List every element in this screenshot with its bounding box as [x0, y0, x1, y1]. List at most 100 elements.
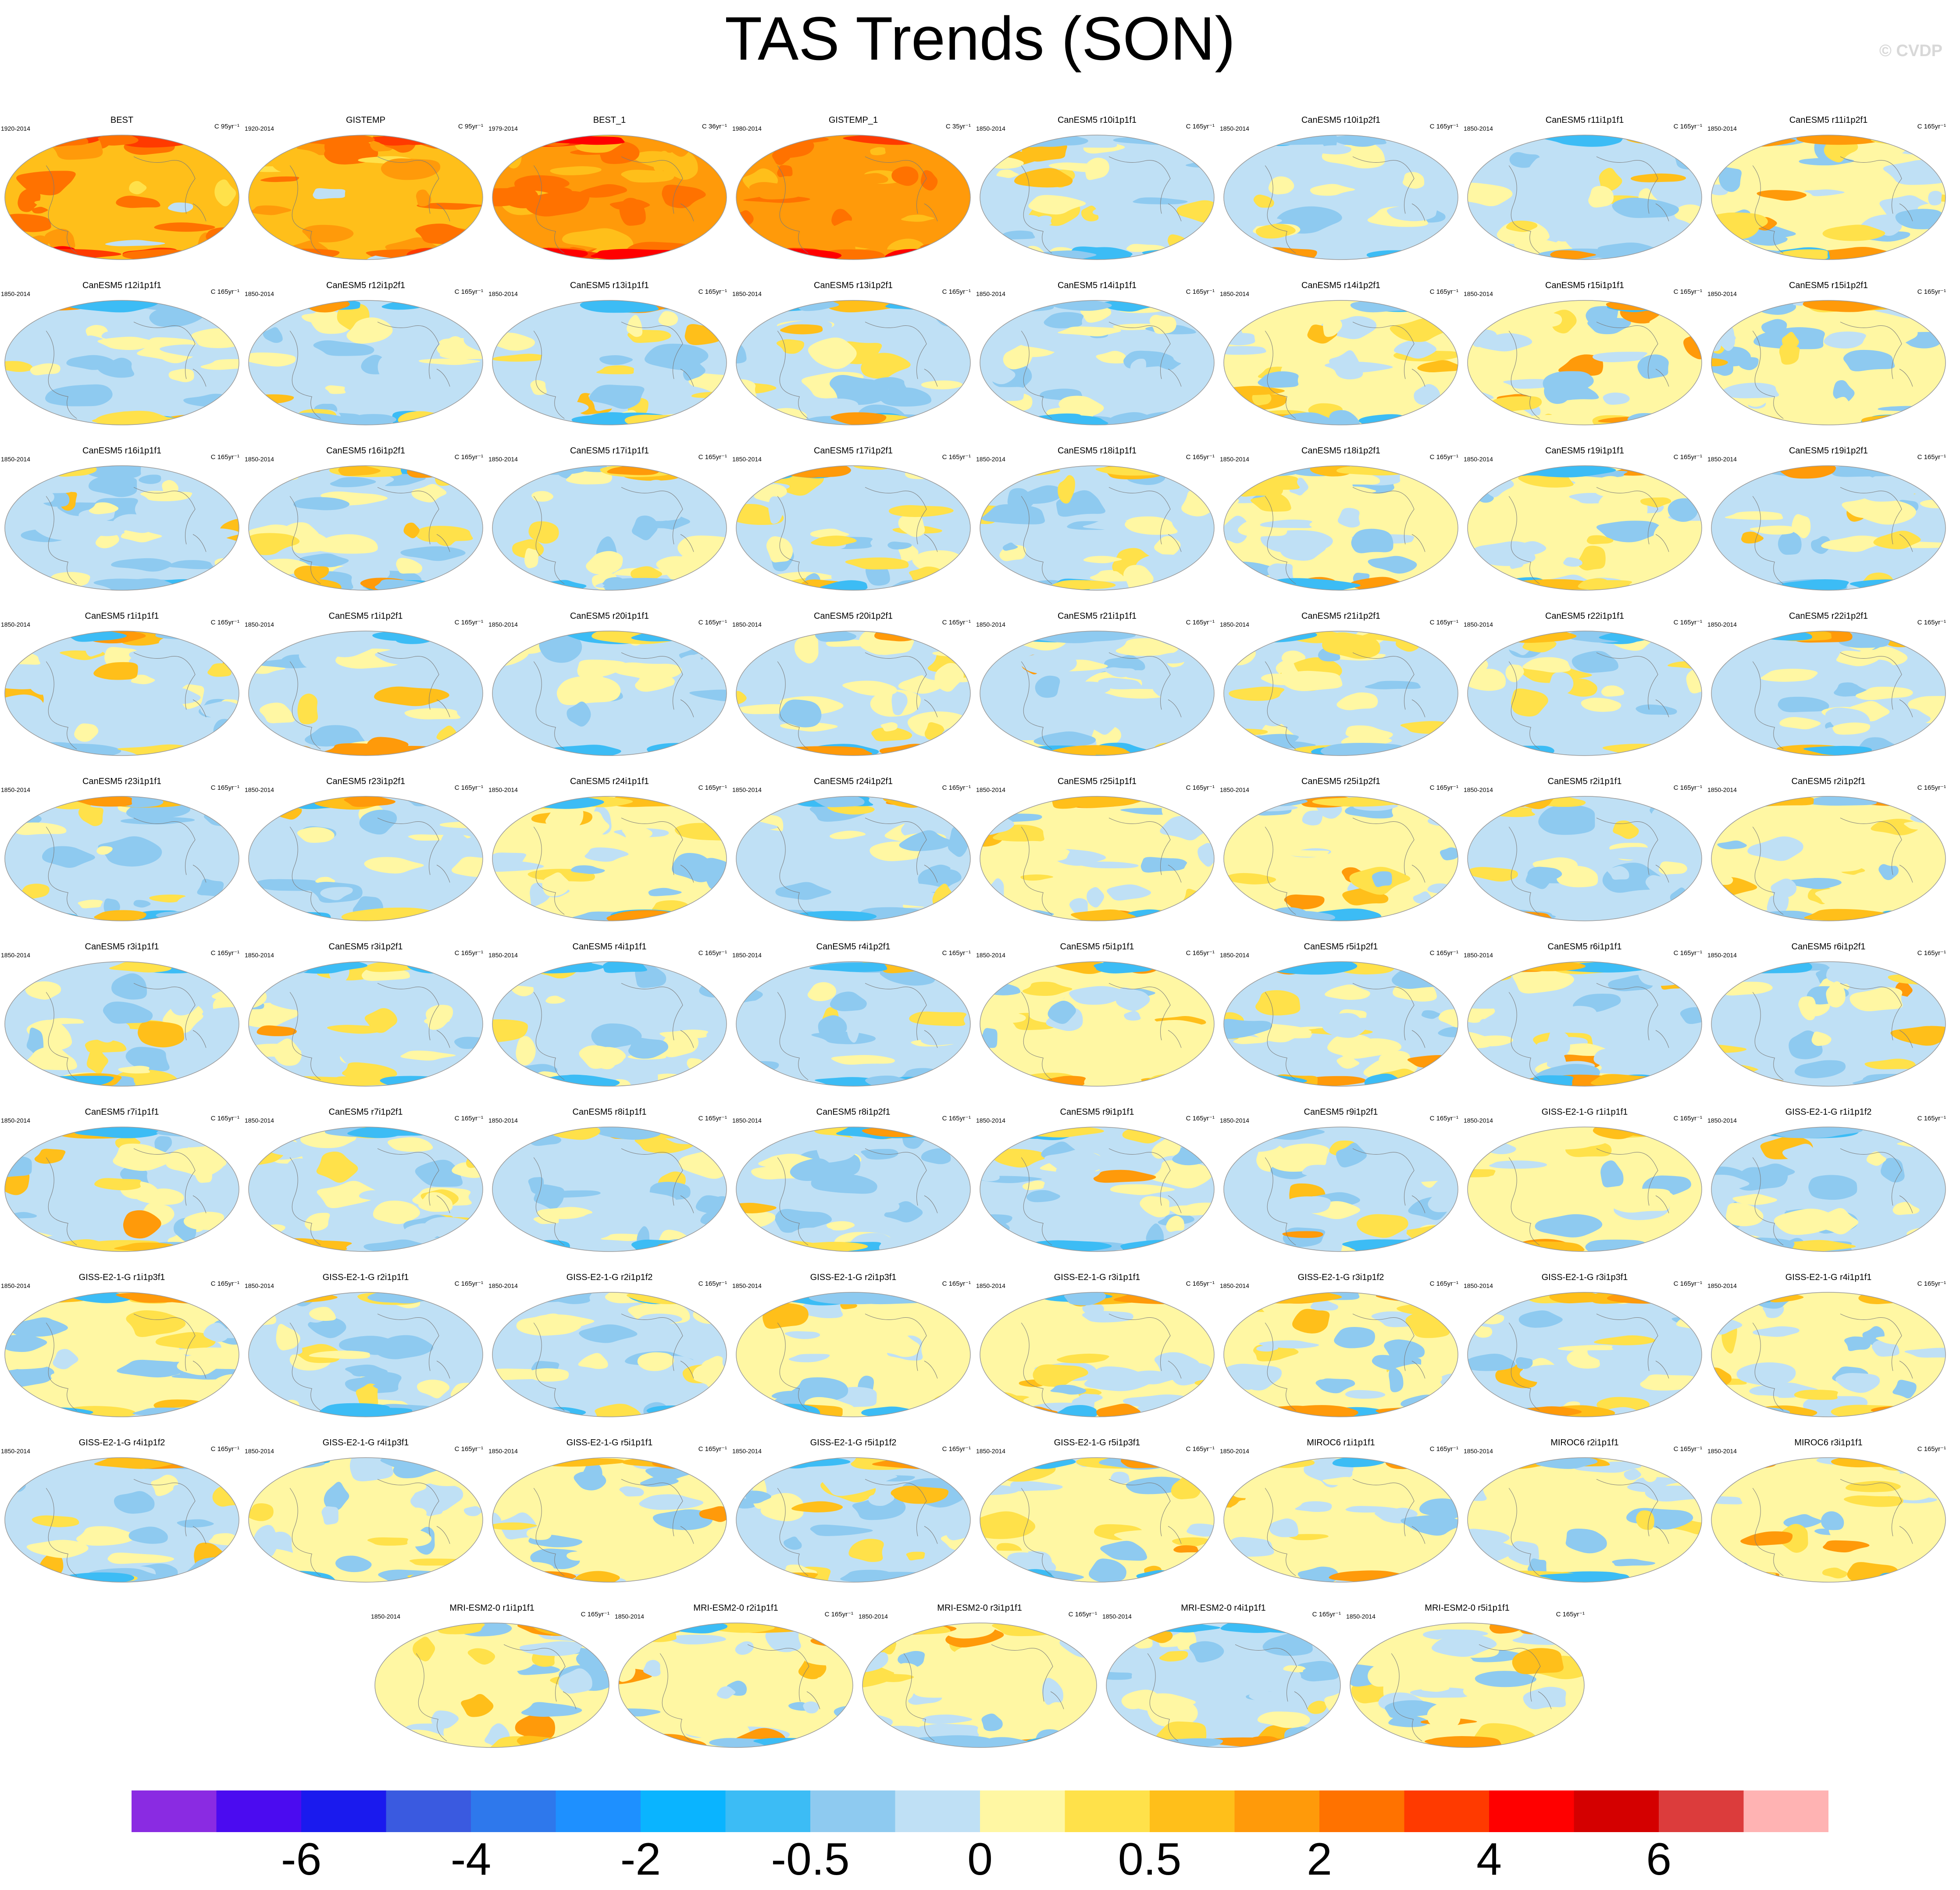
trend-contour	[447, 796, 483, 813]
map-outline	[980, 1292, 1215, 1417]
panel-period: 1850-2014	[245, 456, 274, 463]
map-panel: MRI-ESM2-0 r1i1p1f1 1850-2014 C 165yr⁻¹	[370, 1600, 614, 1758]
polar-contour	[1881, 745, 1946, 756]
trend-contour	[56, 209, 104, 226]
trend-contour	[990, 1148, 1050, 1168]
map-panel: CanESM5 r11i1p1f1 1850-2014 C 165yr⁻¹	[1463, 112, 1707, 270]
trend-contour	[1855, 686, 1913, 700]
trend-contour	[107, 1552, 174, 1564]
panel-period: 1850-2014	[1707, 1117, 1737, 1124]
panel-period: 1850-2014	[488, 786, 518, 793]
trend-contour	[904, 1180, 950, 1195]
panel-period: 1850-2014	[1220, 621, 1249, 628]
colorbar-segment	[641, 1790, 726, 1832]
trend-map	[980, 465, 1215, 591]
trend-contour	[906, 1551, 925, 1561]
panel-period: 1850-2014	[1220, 1117, 1249, 1124]
trend-contour	[1058, 1210, 1099, 1236]
trend-contour	[315, 877, 335, 884]
trend-contour	[1056, 1353, 1109, 1363]
coastline	[1752, 321, 1913, 419]
trend-contour	[1907, 913, 1938, 921]
trend-contour	[492, 745, 545, 756]
trend-contour	[980, 1022, 1017, 1030]
trend-contour	[752, 1033, 808, 1051]
trend-contour	[118, 1066, 150, 1074]
trend-contour	[1923, 1016, 1942, 1026]
polar-contour	[5, 579, 62, 590]
trend-contour	[1224, 1511, 1253, 1530]
polar-contour	[410, 1572, 474, 1582]
panel-title: GISS-E2-1-G r1i1p1f1	[1541, 1107, 1628, 1117]
trend-contour	[301, 312, 336, 325]
trend-contour	[1164, 1189, 1186, 1201]
coastline	[1752, 1479, 1913, 1576]
coastline	[1021, 1313, 1182, 1411]
trend-contour	[833, 1333, 877, 1357]
trend-contour	[492, 1019, 528, 1043]
trend-contour	[345, 1364, 388, 1377]
trend-contour	[25, 1564, 43, 1575]
map-panel: GISTEMP_1 1980-2014 C 35yr⁻¹	[731, 112, 975, 270]
trend-contour	[435, 467, 473, 486]
panel-units: C 165yr⁻¹	[1673, 1445, 1702, 1453]
trend-contour	[1197, 843, 1214, 867]
trend-contour	[658, 311, 678, 326]
trend-contour	[702, 902, 727, 921]
panel-title: MIROC6 r3i1p1f1	[1794, 1438, 1863, 1448]
colorbar-segment	[132, 1790, 217, 1832]
trend-contour	[1564, 1006, 1597, 1027]
coastline	[1265, 652, 1425, 749]
trend-contour	[1224, 740, 1247, 756]
trend-contour	[401, 421, 456, 425]
polar-contour	[751, 631, 788, 643]
trend-contour	[698, 300, 713, 319]
trend-contour	[980, 407, 1003, 421]
trend-contour	[1238, 1200, 1258, 1222]
trend-contour	[259, 410, 275, 418]
trend-contour	[1427, 1292, 1458, 1310]
map-outline	[492, 1127, 727, 1252]
panel-period: 1850-2014	[1464, 621, 1493, 628]
map-outline	[492, 465, 727, 591]
trend-contour	[263, 327, 283, 343]
coastline	[1021, 652, 1182, 749]
trend-contour	[1928, 529, 1946, 541]
panel-title: CanESM5 r3i1p1f1	[85, 942, 159, 952]
trend-contour	[1290, 1739, 1340, 1747]
map-panel: CanESM5 r4i1p1f1 1850-2014 C 165yr⁻¹	[488, 938, 731, 1096]
colorbar-tick-label: 2	[1307, 1834, 1332, 1885]
trend-contour	[1310, 184, 1355, 196]
trend-contour	[1034, 585, 1055, 590]
trend-contour	[528, 521, 559, 544]
map-panel: GISS-E2-1-G r3i1p3f1 1850-2014 C 165yr⁻¹	[1463, 1269, 1707, 1427]
trend-contour	[710, 1570, 727, 1582]
polar-contour	[1871, 1406, 1946, 1417]
trend-contour	[1224, 631, 1261, 646]
trend-contour	[865, 1021, 894, 1029]
trend-contour	[578, 1212, 630, 1233]
trend-contour	[797, 1067, 819, 1075]
trend-contour	[1563, 1468, 1580, 1477]
trend-contour	[574, 1725, 606, 1743]
trend-contour	[1236, 827, 1286, 847]
trend-contour	[716, 1686, 736, 1699]
trend-contour	[1711, 1174, 1750, 1192]
trend-contour	[736, 344, 747, 364]
panel-title: CanESM5 r18i1p1f1	[1057, 446, 1137, 456]
panel-units: C 165yr⁻¹	[454, 619, 483, 626]
polar-contour	[406, 248, 463, 260]
trend-contour	[17, 466, 43, 483]
trend-map	[1711, 135, 1946, 260]
map-panel: CanESM5 r12i1p2f1 1850-2014 C 165yr⁻¹	[244, 277, 488, 435]
map-panel: CanESM5 r20i1p2f1 1850-2014 C 165yr⁻¹	[731, 608, 975, 766]
trend-contour	[320, 887, 353, 900]
trend-contour	[78, 1020, 130, 1043]
trend-contour	[1337, 1181, 1365, 1190]
trend-contour	[293, 497, 350, 510]
trend-contour	[681, 1712, 750, 1743]
trend-contour	[1890, 1026, 1946, 1046]
trend-contour	[1297, 1352, 1330, 1380]
trend-contour	[619, 1486, 644, 1497]
trend-contour	[561, 1157, 606, 1174]
